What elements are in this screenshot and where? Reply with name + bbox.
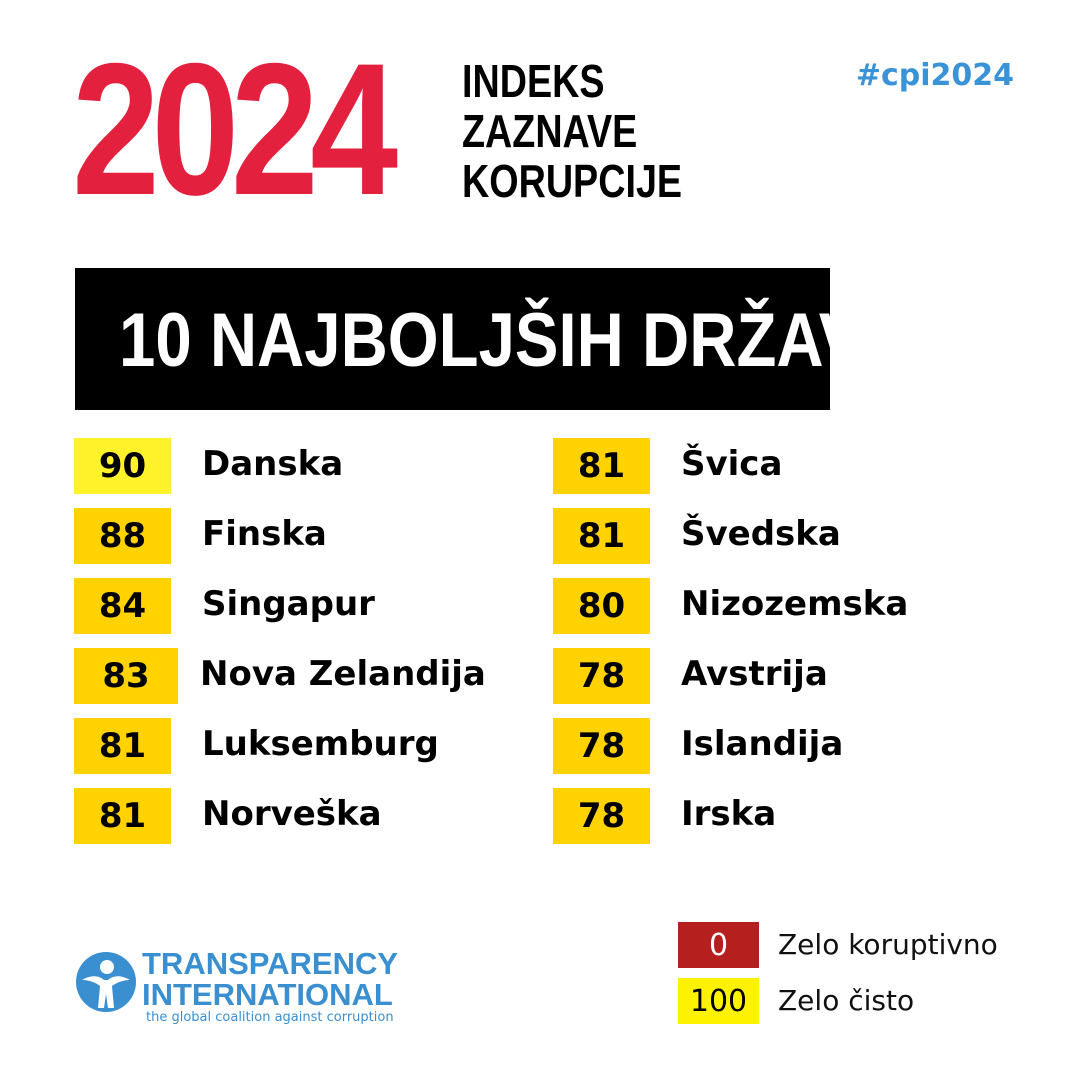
ranking-row: 78 Avstrija [553, 648, 1013, 718]
top-ten-banner: 10 NAJBOLJŠIH DRŽAV [75, 268, 862, 410]
ranking-row: 81 Norveška [74, 788, 534, 858]
country-name: Danska [202, 444, 344, 484]
legend-box-clean: 100 [678, 978, 759, 1024]
ranking-row: 90 Danska [74, 438, 534, 508]
logo-tagline: the global coalition against corruption [146, 1010, 394, 1025]
legend-box-corrupt: 0 [678, 922, 759, 968]
country-name: Nizozemska [681, 584, 909, 624]
title-line-2: ZAZNAVE [462, 105, 638, 157]
ranking-row: 78 Irska [553, 788, 1013, 858]
country-name: Švedska [681, 514, 841, 554]
ranking-column-left: 90 Danska 88 Finska 84 Singapur 83 Nova … [74, 438, 534, 858]
country-name: Luksemburg [202, 724, 439, 764]
score-box: 90 [74, 438, 171, 494]
ranking-column-right: 81 Švica 81 Švedska 80 Nizozemska 78 Avs… [553, 438, 1013, 858]
title-line-1: INDEKS [462, 55, 605, 107]
index-title: INDEKS ZAZNAVE KORUPCIJE [462, 56, 682, 206]
ranking-row: 81 Švica [553, 438, 1013, 508]
logo-name: TRANSPARENCY INTERNATIONAL [142, 948, 398, 1010]
country-name: Singapur [202, 584, 375, 624]
ranking-row: 83 Nova Zelandija [74, 648, 534, 718]
title-line-3: KORUPCIJE [462, 155, 683, 207]
score-box: 78 [553, 788, 650, 844]
hashtag: #cpi2024 [855, 58, 1014, 93]
country-name: Finska [202, 514, 327, 554]
score-box: 81 [74, 718, 171, 774]
legend-label-clean: Zelo čisto [778, 984, 915, 1017]
logo-name-line-2: INTERNATIONAL [142, 977, 393, 1012]
score-box: 88 [74, 508, 171, 564]
score-box: 78 [553, 648, 650, 704]
ranking-row: 84 Singapur [74, 578, 534, 648]
ranking-row: 80 Nizozemska [553, 578, 1013, 648]
country-name: Avstrija [681, 654, 828, 694]
ranking-row: 81 Luksemburg [74, 718, 534, 788]
score-box: 81 [553, 508, 650, 564]
country-name: Irska [681, 794, 777, 834]
score-box: 80 [553, 578, 650, 634]
transparency-international-figure-icon [76, 952, 136, 1012]
score-box: 81 [74, 788, 171, 844]
ranking-row: 81 Švedska [553, 508, 1013, 578]
legend-label-corrupt: Zelo koruptivno [778, 928, 998, 961]
score-box: 84 [74, 578, 171, 634]
ranking-row: 88 Finska [74, 508, 534, 578]
transparency-international-logo: TRANSPARENCY INTERNATIONAL the global co… [72, 948, 412, 1028]
logo-name-line-1: TRANSPARENCY [142, 946, 399, 981]
score-box: 81 [553, 438, 650, 494]
score-box: 83 [74, 648, 178, 704]
score-box: 78 [553, 718, 650, 774]
country-name: Nova Zelandija [200, 654, 486, 694]
banner-text: 10 NAJBOLJŠIH DRŽAV [119, 298, 863, 383]
country-name: Islandija [681, 724, 844, 764]
country-name: Norveška [202, 794, 382, 834]
year-heading: 2024 [72, 24, 398, 234]
ranking-row: 78 Islandija [553, 718, 1013, 788]
country-name: Švica [681, 444, 783, 484]
